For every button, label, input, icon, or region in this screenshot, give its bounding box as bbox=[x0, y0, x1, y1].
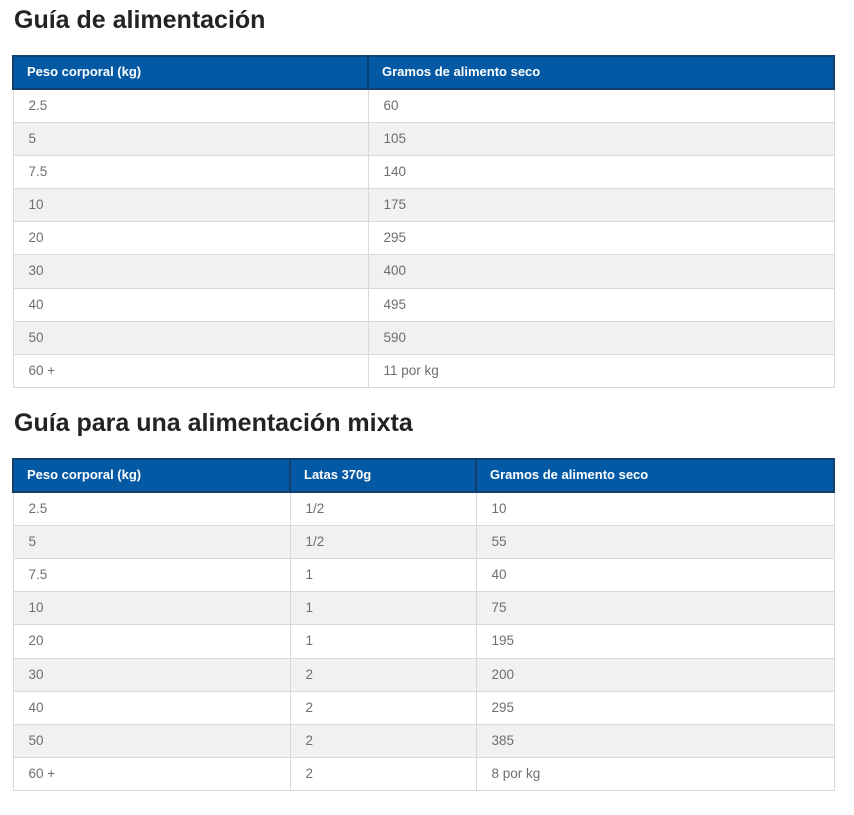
table-cell: 1 bbox=[289, 591, 477, 626]
table-cell: 7.5 bbox=[12, 154, 369, 190]
table-cell: 400 bbox=[367, 254, 835, 289]
header-row: Peso corporal (kg) Latas 370g Gramos de … bbox=[12, 458, 835, 493]
table-row: 20 1 195 bbox=[12, 624, 835, 659]
table-cell: 1/2 bbox=[289, 491, 477, 526]
table-cell: 195 bbox=[475, 624, 835, 659]
table-cell: 1/2 bbox=[289, 524, 477, 560]
table-cell: 295 bbox=[367, 221, 835, 256]
table-cell: 385 bbox=[475, 723, 835, 759]
table-cell: 590 bbox=[367, 320, 835, 356]
table-cell: 2.5 bbox=[12, 491, 291, 526]
table-header: Peso corporal (kg) Latas 370g Gramos de … bbox=[12, 458, 835, 493]
table-row: 30 400 bbox=[12, 254, 835, 289]
column-header-peso-corporal: Peso corporal (kg) bbox=[12, 458, 291, 493]
table-cell: 40 bbox=[475, 558, 835, 593]
table-cell: 140 bbox=[367, 154, 835, 190]
table-cell: 30 bbox=[12, 254, 369, 289]
table-body: 2.5 60 5 105 7.5 140 10 175 20 295 30 400 40 495 50 590… bbox=[12, 88, 835, 389]
mixed-feeding-guide-title: Guía para una alimentación mixta bbox=[14, 409, 413, 438]
table-body: 2.5 1/2 10 5 1/2 55 7.5 1 40 10 1 75 20 1 195 30 2 200 40 2… bbox=[12, 491, 835, 792]
table-cell: 75 bbox=[475, 591, 835, 626]
mixed-feeding-guide-table: Peso corporal (kg) Latas 370g Gramos de … bbox=[12, 458, 835, 792]
table-cell: 10 bbox=[12, 591, 291, 626]
table-cell: 40 bbox=[12, 287, 369, 322]
feeding-guide-table: Peso corporal (kg) Gramos de alimento se… bbox=[12, 55, 835, 389]
table-cell: 7.5 bbox=[12, 558, 291, 593]
table-cell: 10 bbox=[475, 491, 835, 526]
table-cell: 495 bbox=[367, 287, 835, 322]
table-cell: 60 bbox=[367, 88, 835, 123]
table-row: 5 105 bbox=[12, 121, 835, 156]
table-row: 5 1/2 55 bbox=[12, 524, 835, 560]
table-cell: 5 bbox=[12, 121, 369, 156]
table-row: 50 2 385 bbox=[12, 723, 835, 759]
table-row: 60 +2 8 por kg bbox=[12, 757, 835, 792]
table-cell: 55 bbox=[475, 524, 835, 560]
table-cell: 295 bbox=[475, 690, 835, 726]
table-cell: 30 bbox=[12, 657, 291, 692]
feeding-guide-page: Guía de alimentación Peso corporal (kg) … bbox=[12, 5, 835, 792]
table-row: 30 2 200 bbox=[12, 657, 835, 692]
table-row: 60 +11 por kg bbox=[12, 353, 835, 389]
table-cell: 2 bbox=[289, 757, 477, 792]
table-cell: 40 bbox=[12, 690, 291, 726]
column-header-gramos-seco: Gramos de alimento seco bbox=[475, 458, 835, 493]
column-header-latas: Latas 370g bbox=[289, 458, 477, 493]
table-cell: 1 bbox=[289, 624, 477, 659]
table-cell: 2 bbox=[289, 723, 477, 759]
table-cell: 60 + bbox=[12, 353, 369, 389]
table-cell: 2.5 bbox=[12, 88, 369, 123]
table-row: 2.5 1/2 10 bbox=[12, 491, 835, 526]
table-row: 20 295 bbox=[12, 221, 835, 256]
table-cell: 175 bbox=[367, 188, 835, 223]
table-row: 2.5 60 bbox=[12, 88, 835, 123]
table-cell: 1 bbox=[289, 558, 477, 593]
table-cell: 200 bbox=[475, 657, 835, 692]
table-cell: 20 bbox=[12, 221, 369, 256]
table-cell: 60 + bbox=[12, 757, 291, 792]
column-header-gramos-seco: Gramos de alimento seco bbox=[367, 55, 835, 90]
header-row: Peso corporal (kg) Gramos de alimento se… bbox=[12, 55, 835, 90]
table-cell: 20 bbox=[12, 624, 291, 659]
table-cell: 105 bbox=[367, 121, 835, 156]
table-cell: 10 bbox=[12, 188, 369, 223]
column-header-peso-corporal: Peso corporal (kg) bbox=[12, 55, 369, 90]
table-cell: 2 bbox=[289, 690, 477, 726]
section-mixed-feeding-guide: Guía para una alimentación mixta Peso co… bbox=[12, 408, 835, 792]
table-cell: 5 bbox=[12, 524, 291, 560]
table-cell: 11 por kg bbox=[367, 353, 835, 389]
section-feeding-guide: Guía de alimentación Peso corporal (kg) … bbox=[12, 5, 835, 389]
table-header: Peso corporal (kg) Gramos de alimento se… bbox=[12, 55, 835, 90]
table-cell: 8 por kg bbox=[475, 757, 835, 792]
table-row: 50 590 bbox=[12, 320, 835, 356]
feeding-guide-title: Guía de alimentación bbox=[14, 6, 266, 34]
table-cell: 50 bbox=[12, 320, 369, 356]
table-row: 40 495 bbox=[12, 287, 835, 322]
table-cell: 2 bbox=[289, 657, 477, 692]
table-cell: 50 bbox=[12, 723, 291, 759]
table-row: 40 2 295 bbox=[12, 690, 835, 726]
